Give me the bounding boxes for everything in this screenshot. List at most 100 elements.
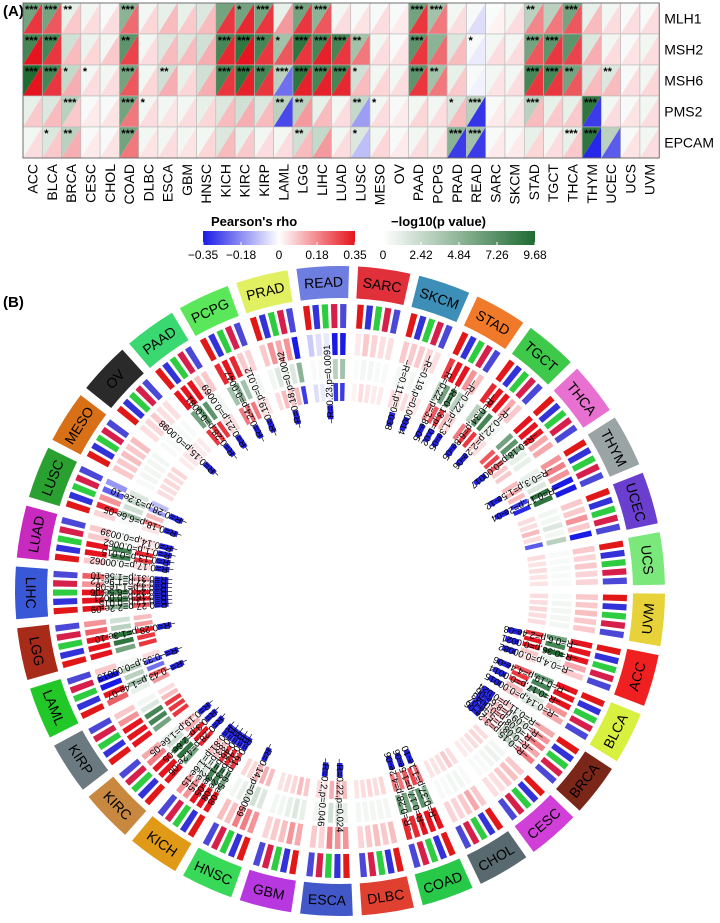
inner-ring-bar [134,619,153,628]
significance-stars: *** [256,4,270,16]
rho-triangle [543,96,563,127]
cancer-tick-label: ACC [25,164,41,194]
rho-ring-bar [450,797,466,820]
rho-ring-bar [569,530,593,541]
inner-ring-bar [412,764,424,784]
significance-stars: * [353,128,358,140]
inner-ring-bar [357,383,364,403]
pvalue-ring-bar [533,672,555,685]
pvalue-ring-bar [242,783,256,804]
rho-ring-bar [84,549,108,558]
rho-triangle [157,3,178,34]
significant-bar [386,411,396,427]
rho-triangle [177,65,197,96]
pvalue-triangle [408,3,428,34]
significance-stars: *** [526,35,540,47]
significant-bar [480,685,496,698]
pvalue-triangle [447,34,467,65]
pvalue-ring-bar [531,678,552,692]
rho-triangle [505,65,525,96]
cancer-tick-label: CHOL [102,164,118,203]
rho-ring-bar [315,333,323,357]
pvalue-ring-bar [436,384,451,405]
rho-legend-tick-label: 0.35 [343,248,367,262]
sector-label: UVM [638,602,657,634]
pvalue-ring-bar [198,758,215,778]
pvalue-ring-bar [246,376,260,397]
pvalue-triangle [639,65,660,96]
sector-label-block [17,624,59,680]
rho-triangle [42,65,62,96]
inner-ring-bar [132,596,151,602]
inner-ring-bar [507,492,526,505]
gene-ring-bar [124,765,147,786]
pvalue-ring-bar [401,792,413,813]
inner-ring-bar [488,705,506,721]
sector-label-block [411,275,470,323]
rho-ring-bar [89,524,112,536]
inner-ring-bar [528,612,547,619]
rho-ring-bar [96,501,119,515]
pvalue-ring-bar [151,452,171,468]
gene-ring-bar [270,846,283,872]
significance-stars: * [449,97,454,109]
gene-ring-bar [137,777,159,800]
panel-b-label: (B) [3,294,24,311]
rho-ring-bar [423,809,437,833]
inner-ring-bar [528,561,547,568]
gene-ring-bar [540,756,563,777]
rho-ring-bar [514,745,535,765]
significance-stars: * [83,66,88,78]
rho-ring-bar [266,342,279,365]
gene-ring-bar [340,304,347,329]
pvalue-ring-bar [196,405,213,425]
significance-stars: *** [565,128,579,140]
rho-triangle [408,3,428,34]
pvalue-ring-bar [164,435,183,453]
inner-ring-bar [428,757,442,775]
significant-bar [487,674,503,687]
inner-ring-bar [387,389,397,409]
pvalue-legend-tick-label: 7.26 [485,248,509,262]
inner-ring-bar [135,625,155,634]
inner-ring-bar [510,498,529,511]
pvalue-ring-bar [512,456,532,472]
rho-triangle [23,127,43,158]
pvalue-triangle [350,3,371,34]
pvalue-ring-bar [118,517,139,529]
significant-bar [472,472,488,487]
pvalue-triangle [61,3,81,34]
pvalue-ring-bar [369,800,377,821]
gene-ring-bar [594,652,620,665]
gene-label: MSH6 [664,73,703,89]
rho-ring-bar [406,343,418,366]
rho-triangle [639,34,660,65]
pvalue-triangle [331,34,351,65]
pvalue-triangle [80,65,101,96]
pvalue-triangle [427,3,448,34]
pvalue-ring-bar [317,359,325,380]
rho-ring-bar [567,522,591,534]
pvalue-triangle [80,3,101,34]
gene-ring-bar [343,853,350,878]
rho-triangle [466,3,486,34]
pvalue-triangle [61,96,81,127]
rho-triangle [292,65,313,96]
rho-ring-bar [182,777,201,799]
rho-triangle [254,127,274,158]
gene-ring-bar [227,833,243,858]
rho-triangle [582,34,602,65]
inner-ring-bar [303,777,311,797]
significance-stars: ** [353,35,362,47]
rho-ring-bar [456,793,473,816]
inner-ring-bar [182,451,199,467]
rho-ring-bar [164,763,184,784]
pvalue-triangle [524,96,544,127]
rho-triangle [235,127,255,158]
gene-ring-bar [521,383,543,405]
rho-ring-bar [334,826,341,849]
inner-ring-bar [193,725,210,742]
rho-triangle [582,96,602,127]
significant-bar [336,762,343,777]
